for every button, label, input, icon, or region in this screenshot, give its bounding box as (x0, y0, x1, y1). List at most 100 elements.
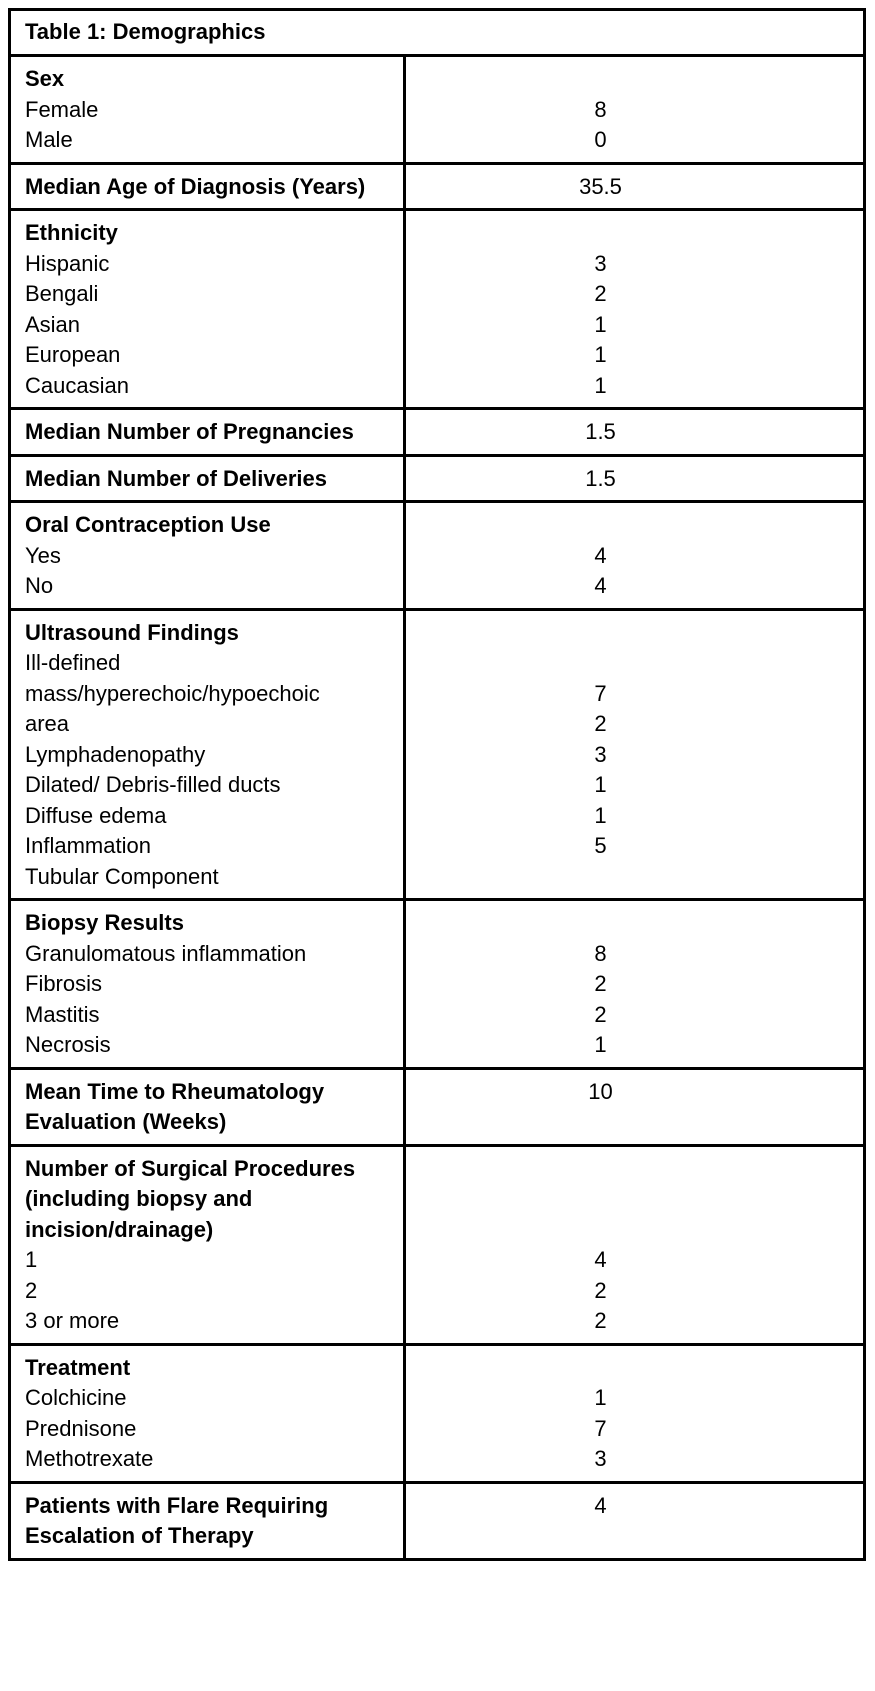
row-item-label: Dilated/ Debris-filled ducts (25, 772, 281, 797)
label-cell: Ethnicity Hispanic Bengali Asian European Cau… (11, 211, 406, 407)
row-item-label: Male (25, 127, 73, 152)
row-item-value: 7 (594, 1415, 607, 1441)
row-item-value: 7 (594, 680, 607, 706)
demographics-table: Table 1: Demographics Sex Female Male 8 0 Med… (8, 8, 866, 1561)
row-item-value: 2 (594, 711, 607, 736)
row-item-label: Lymphadenopathy (25, 741, 206, 767)
row-item-value: 1 (594, 1385, 607, 1410)
label-cell: Median Age of Diagnosis (Years) (11, 164, 406, 208)
value-cell: 1.5 (406, 457, 863, 501)
table-row-oral-contraception-use: Oral Contraception Use Yes No 4 4 (11, 503, 863, 611)
row-item-label: Inflammation (25, 833, 151, 858)
table-row-median-age-of-diagnosis: Median Age of Diagnosis (Years) 35.5 (11, 164, 863, 211)
row-item-value: 3 (594, 1446, 607, 1471)
row-item-value: 1 (594, 372, 607, 398)
value-cell: 1.5 (406, 410, 863, 454)
row-item-label: 3 or more (25, 1308, 120, 1333)
row-item-label: Bengali (25, 281, 99, 306)
row-item-label: Yes (25, 542, 61, 568)
row-item-value: 4 (594, 1492, 607, 1518)
row-heading: Evaluation (Weeks) (25, 1109, 227, 1134)
table-row-median-number-of-pregnancies: Median Number of Pregnancies 1.5 (11, 410, 863, 457)
row-heading: Escalation of Therapy (25, 1523, 254, 1548)
table-title: Table 1: Demographics (11, 11, 863, 57)
row-item-label: European (25, 342, 121, 367)
label-cell: Median Number of Deliveries (11, 456, 406, 500)
row-item-value (406, 1215, 795, 1246)
row-item-value (406, 64, 795, 95)
row-item-label: Asian (25, 311, 81, 337)
row-item-value (406, 862, 795, 893)
label-cell: Oral Contraception Use Yes No (11, 503, 406, 608)
row-item-label: Methotrexate (25, 1446, 154, 1471)
row-heading: Mean Time to Rheumatology (25, 1078, 325, 1104)
row-item-value: 4 (594, 573, 607, 598)
table-row-biopsy-results: Biopsy Results Granulomatous inflammation… (11, 901, 863, 1070)
row-heading: Patients with Flare Requiring (25, 1492, 329, 1518)
value-cell: 8 2 2 1 (406, 901, 863, 1067)
row-item-value: 8 (594, 940, 607, 966)
row-item-value (406, 1107, 795, 1138)
label-cell: Median Number of Pregnancies (11, 410, 406, 454)
row-item-value: 1 (594, 772, 607, 797)
row-item-value: 3 (594, 250, 607, 276)
row-item-value: 2 (594, 1308, 607, 1333)
row-heading: Treatment (25, 1354, 131, 1380)
row-item-value: 10 (588, 1078, 613, 1104)
row-heading: incision/drainage) (25, 1216, 214, 1242)
table-row-treatment: Treatment Colchicine Prednisone Methotrexat… (11, 1345, 863, 1484)
row-item-label: Mastitis (25, 1001, 100, 1027)
table-row-median-number-of-deliveries: Median Number of Deliveries 1.5 (11, 456, 863, 503)
row-item-value: 2 (594, 971, 607, 996)
row-item-label: Tubular Component (25, 863, 219, 889)
row-heading: Sex (25, 66, 65, 91)
value-cell: 1 7 3 (406, 1346, 863, 1481)
row-heading: Ultrasound Findings (25, 619, 239, 645)
row-item-value: 1 (594, 802, 607, 828)
label-cell: Number of Surgical Procedures (including … (11, 1146, 406, 1343)
row-item-label: mass/hyperechoic/hypoechoic (25, 680, 320, 706)
row-item-value: 35.5 (579, 173, 622, 199)
row-heading: Median Number of Pregnancies (25, 419, 354, 444)
row-item-label: No (25, 573, 54, 598)
label-cell: Patients with Flare Requiring Escalation … (11, 1483, 406, 1558)
row-item-label: 1 (25, 1247, 38, 1272)
row-item-value: 1.5 (585, 419, 616, 444)
row-item-label: Ill-defined (25, 650, 121, 675)
row-heading: Ethnicity (25, 220, 118, 245)
row-heading: (including biopsy and (25, 1186, 253, 1211)
row-item-label: Caucasian (25, 372, 129, 398)
row-heading: Number of Surgical Procedures (25, 1155, 356, 1181)
row-heading: Biopsy Results (25, 910, 184, 935)
row-item-value (406, 648, 795, 679)
table-row-ultrasound-findings: Ultrasound Findings Ill-defined mass/hyper… (11, 610, 863, 901)
row-item-value (406, 1184, 795, 1215)
table-row-number-of-surgical-procedures: Number of Surgical Procedures (including … (11, 1146, 863, 1346)
label-cell: Treatment Colchicine Prednisone Methotrexat… (11, 1345, 406, 1481)
value-cell: 4 2 2 (406, 1147, 863, 1343)
row-item-value: 3 (594, 741, 607, 767)
row-item-value: 1 (594, 311, 607, 337)
value-cell: 10 (406, 1070, 863, 1144)
table-row-patients-with-flare-requiring-escalation: Patients with Flare Requiring Escalation … (11, 1483, 863, 1558)
value-cell: 7 2 3 1 1 5 (406, 611, 863, 899)
row-item-label: Female (25, 96, 99, 122)
row-item-label: Colchicine (25, 1385, 127, 1410)
row-item-value: 2 (594, 1277, 607, 1303)
row-item-label: Hispanic (25, 250, 110, 276)
row-item-value: 8 (594, 96, 607, 122)
label-cell: Mean Time to Rheumatology Evaluation (Wee… (11, 1069, 406, 1144)
row-item-value: 5 (594, 833, 607, 858)
row-heading: Oral Contraception Use (25, 512, 271, 537)
value-cell: 35.5 (406, 165, 863, 209)
row-item-value: 4 (594, 542, 607, 568)
row-item-value: 2 (594, 281, 607, 306)
value-cell: 4 (406, 1484, 863, 1558)
label-cell: Sex Female Male (11, 57, 406, 162)
row-item-value (406, 218, 795, 249)
row-item-value: 1 (594, 342, 607, 367)
table-body: Sex Female Male 8 0 Median Age of Diagnosis (… (11, 57, 863, 1558)
row-heading: Median Number of Deliveries (25, 465, 327, 491)
